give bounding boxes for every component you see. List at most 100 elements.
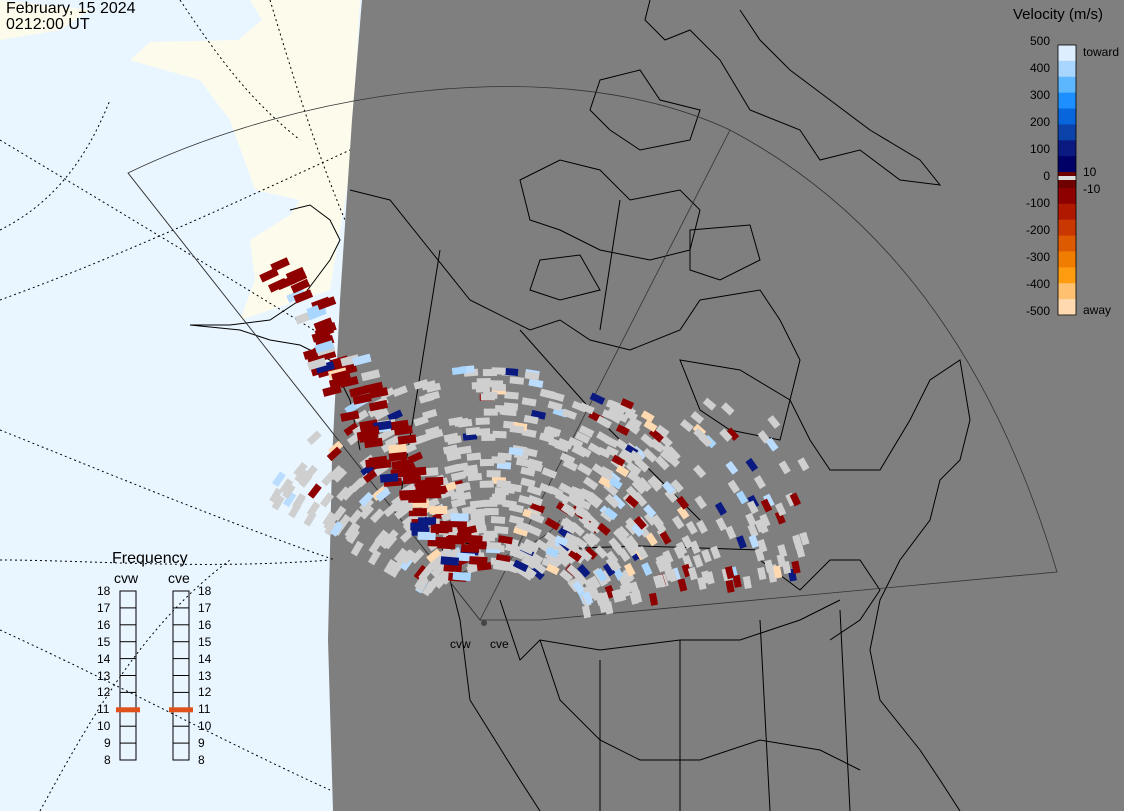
velocity-cell xyxy=(586,532,601,545)
velocity-cell xyxy=(330,521,344,537)
velocity-cell xyxy=(661,443,677,459)
velocity-cell xyxy=(316,296,337,311)
velocity-cell xyxy=(618,534,632,549)
velocity-cell xyxy=(518,494,534,506)
velocity-cell xyxy=(732,574,742,588)
velocity-cell xyxy=(486,542,502,550)
velocity-cell xyxy=(608,477,623,490)
velocity-cell xyxy=(456,445,472,455)
velocity-cell xyxy=(756,539,768,553)
velocity-cell xyxy=(374,529,389,545)
frequency-tick-right: 8 xyxy=(198,753,205,767)
velocity-cell xyxy=(720,402,735,416)
velocity-cell xyxy=(757,566,767,581)
velocity-cell xyxy=(781,560,792,575)
velocity-cell xyxy=(589,392,606,405)
velocity-cell xyxy=(452,571,472,582)
velocity-cell xyxy=(475,385,490,393)
velocity-cell xyxy=(654,455,670,471)
velocity-cell xyxy=(314,340,335,354)
velocity-cell xyxy=(652,574,664,589)
frequency-tick-right: 14 xyxy=(198,651,212,666)
velocity-cell xyxy=(675,541,688,556)
velocity-cell xyxy=(290,278,311,294)
velocity-cell xyxy=(359,497,374,513)
velocity-cell xyxy=(624,420,641,435)
velocity-cell xyxy=(582,532,597,548)
velocity-cell xyxy=(475,428,491,436)
velocity-cell xyxy=(524,371,540,381)
velocity-cell xyxy=(321,471,336,487)
velocity-cell xyxy=(655,424,670,438)
velocity-cell xyxy=(578,425,595,438)
velocity-cell xyxy=(401,549,416,565)
velocity-tick-label: -500 xyxy=(1025,304,1050,318)
date-label: February, 15 2024 xyxy=(6,0,136,17)
velocity-cell xyxy=(494,559,510,570)
velocity-cell xyxy=(331,369,351,382)
velocity-cell xyxy=(632,590,643,604)
velocity-cell xyxy=(440,487,456,499)
frequency-tick-right: 17 xyxy=(198,600,212,615)
velocity-cell xyxy=(427,538,446,547)
velocity-cell xyxy=(538,482,555,495)
velocity-cell xyxy=(540,388,556,399)
velocity-cell xyxy=(685,520,698,535)
velocity-cell xyxy=(388,451,408,462)
colorbar-segment xyxy=(1058,267,1076,284)
velocity-cell xyxy=(601,409,616,421)
velocity-cell xyxy=(413,415,429,427)
frequency-tick-left: 14 xyxy=(97,651,111,666)
frequency-tick-right: 16 xyxy=(198,617,212,632)
velocity-cell xyxy=(513,525,529,537)
velocity-cell xyxy=(636,545,649,560)
velocity-cell xyxy=(387,409,403,422)
velocity-cell xyxy=(336,486,351,502)
velocity-cell xyxy=(596,415,613,429)
velocity-cell xyxy=(745,457,759,472)
velocity-cell xyxy=(496,479,511,489)
colorbar-segment xyxy=(1058,45,1076,62)
velocity-cell xyxy=(486,470,501,478)
velocity-cell xyxy=(611,454,626,467)
velocity-cell xyxy=(626,470,641,484)
velocity-cell xyxy=(594,568,608,582)
velocity-cell xyxy=(774,510,786,525)
velocity-cell xyxy=(557,437,573,450)
colorbar-segment xyxy=(1058,92,1076,110)
frequency-tick-left: 9 xyxy=(104,736,111,751)
velocity-cell xyxy=(322,511,336,527)
frequency-marker-cvw xyxy=(116,707,140,713)
velocity-cell xyxy=(564,532,578,544)
colorbar-segment xyxy=(1058,203,1076,221)
velocity-cell xyxy=(547,400,563,412)
velocity-cell xyxy=(379,473,399,483)
colorbar-segment xyxy=(1058,235,1076,252)
velocity-cell xyxy=(736,535,747,549)
velocity-cell xyxy=(292,492,306,509)
velocity-cell xyxy=(568,549,582,563)
velocity-tick-label: 100 xyxy=(1029,142,1050,156)
velocity-cell xyxy=(648,428,664,443)
velocity-cell xyxy=(384,435,401,448)
velocity-cell xyxy=(375,487,391,502)
frequency-tick-right: 9 xyxy=(198,736,205,751)
velocity-cell xyxy=(469,556,488,566)
velocity-cell xyxy=(418,566,433,582)
velocity-cell xyxy=(407,466,427,477)
velocity-cell xyxy=(748,534,760,549)
velocity-cell xyxy=(772,565,783,579)
velocity-cell xyxy=(369,508,385,524)
velocity-cell xyxy=(644,512,658,526)
velocity-cell xyxy=(627,538,640,553)
velocity-cell xyxy=(576,462,593,477)
velocity-cell xyxy=(360,369,381,382)
velocity-cell xyxy=(401,442,417,455)
velocity-cell xyxy=(559,569,573,583)
velocity-cell xyxy=(753,475,766,490)
velocity-cell xyxy=(681,535,694,550)
frequency-tick-left: 17 xyxy=(97,600,111,615)
velocity-cell xyxy=(306,430,322,446)
velocity-cell xyxy=(281,483,296,500)
velocity-cell xyxy=(614,411,629,423)
